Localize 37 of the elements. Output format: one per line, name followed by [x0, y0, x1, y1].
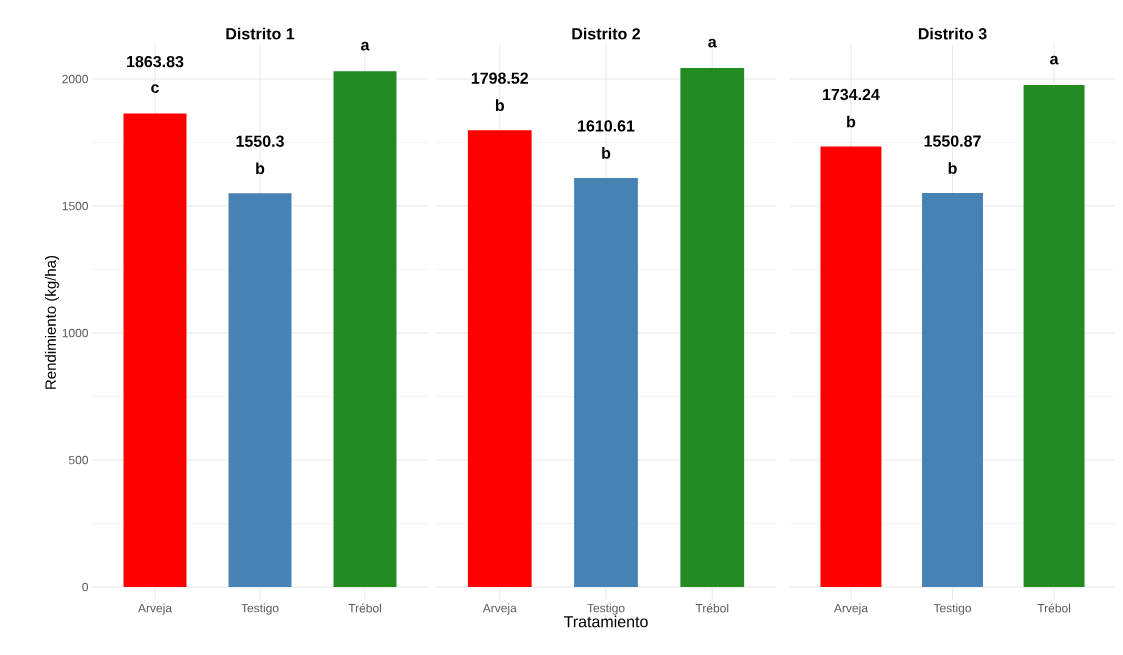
x-tick-label: Arveja: [833, 603, 868, 615]
data-label: 1734.24: [823, 88, 880, 101]
bar: [123, 113, 187, 588]
annotation: b: [847, 115, 856, 128]
annotation: b: [948, 162, 957, 174]
chart-title: Distrito 3: [918, 27, 987, 40]
x-axis-title: Tratamiento: [563, 615, 648, 628]
annotation: a: [1050, 55, 1059, 65]
data-label: 1863.83: [127, 55, 184, 68]
x-tick-label: Testigo: [241, 603, 279, 615]
x-tick-label: Trébol: [1037, 603, 1071, 613]
x-tick-label: Arveja: [138, 603, 172, 615]
x-tick-label: Testigo: [933, 603, 972, 615]
y-tick-label: 1500: [62, 201, 89, 211]
x-tick-label: Trébol: [695, 603, 729, 613]
y-tick-label: 2000: [62, 74, 89, 84]
bar: [333, 71, 397, 588]
data-label: 1798.52: [471, 72, 529, 84]
chart-title: Distrito 2: [572, 27, 641, 40]
y-tick-label: 1000: [62, 328, 89, 338]
x-tick-label: Testigo: [587, 603, 625, 615]
chart-title: Distrito 1: [226, 27, 295, 40]
y-axis-title: Rendimiento (kg/ha): [44, 255, 59, 389]
annotation: a: [708, 38, 717, 48]
data-label: 1550.87: [924, 135, 981, 147]
y-tick-label: 500: [68, 455, 89, 465]
x-tick-label: Arveja: [482, 603, 517, 615]
data-label: 1550.3: [236, 135, 284, 147]
annotation: b: [495, 99, 504, 112]
annotation: a: [361, 41, 370, 51]
annotation: c: [151, 84, 159, 93]
bar: [228, 193, 292, 588]
x-tick-label: Trébol: [348, 603, 381, 613]
annotation: b: [602, 147, 611, 159]
annotation: b: [256, 162, 265, 175]
y-tick-label: 0: [82, 582, 89, 592]
data-label: 1610.61: [578, 120, 635, 132]
